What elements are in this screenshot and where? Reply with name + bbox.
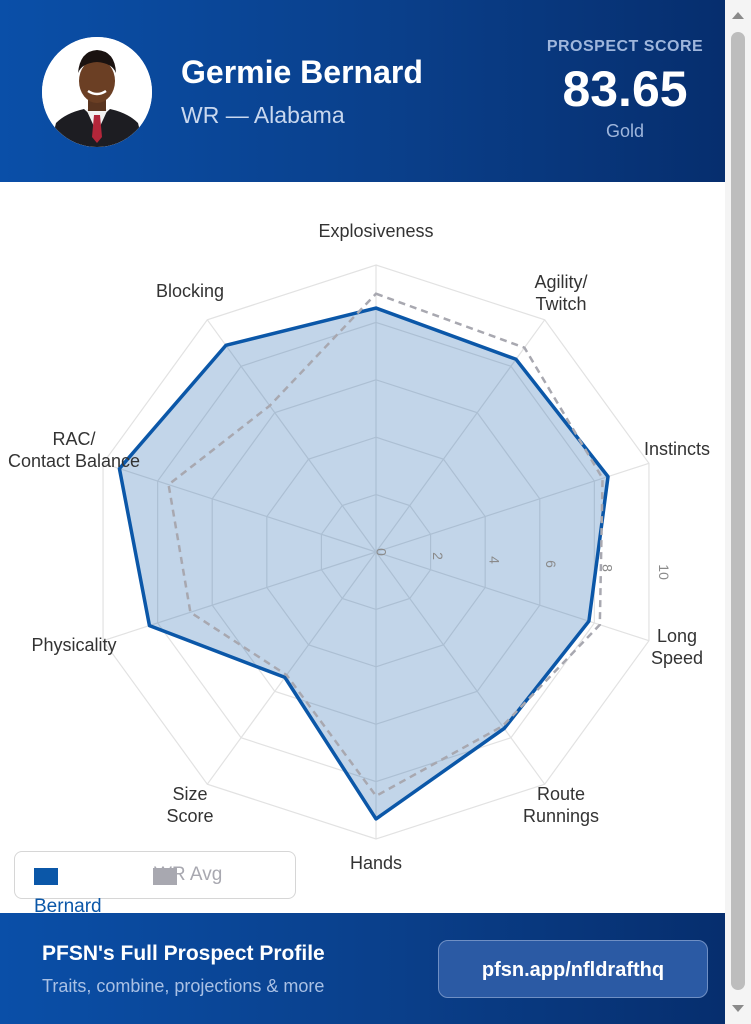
radial-tick-label: 10: [656, 564, 672, 580]
radar-chart: 0 2 4 6 8 10 Explosiveness Agility/Twitch Insti…: [8, 221, 710, 873]
radar-axis-labels: Explosiveness Agility/Twitch Instincts Long…: [8, 221, 710, 873]
radial-tick-label: 8: [599, 564, 615, 572]
grid-spoke: [102, 462, 377, 553]
radar-ticks: 0 2 4 6 8 10: [373, 548, 672, 580]
axis-label: Instincts: [644, 439, 710, 459]
chart-legend: Bernard WR Avg: [14, 851, 296, 917]
axis-label: Agility/Twitch: [534, 272, 587, 314]
axis-label: Physicality: [31, 635, 116, 655]
scroll-thumb[interactable]: [731, 32, 745, 990]
score-label: PROSPECT SCORE: [546, 38, 704, 55]
legend-swatch-wr-avg: [153, 868, 177, 885]
grid-spoke: [375, 551, 650, 642]
axis-label: Long Speed: [651, 626, 703, 668]
radial-tick-label: 2: [430, 552, 446, 560]
grid-spoke: [375, 462, 650, 553]
legend-swatch-bernard: [34, 868, 58, 885]
scroll-down-arrow-icon[interactable]: [725, 1002, 751, 1016]
score-value: 83.65: [562, 61, 688, 117]
legend-label-wr-avg: WR Avg: [154, 864, 223, 885]
scroll-up-arrow-icon[interactable]: [725, 8, 751, 22]
grid-spoke: [206, 319, 377, 553]
axis-label: RAC/Contact Balance: [8, 429, 140, 471]
axis-label: Size Score: [166, 784, 213, 826]
axis-label: Route Runnings: [523, 784, 599, 826]
grid-spoke: [206, 551, 377, 785]
axis-label: Explosiveness: [318, 221, 433, 241]
header: Germie Bernard WR — Alabama PROSPECT SCO…: [0, 0, 725, 182]
footer-title: PFSN's Full Prospect Profile: [42, 942, 325, 965]
footer-subtitle: Traits, combine, projections & more: [42, 976, 325, 996]
radial-tick-label: 6: [543, 560, 559, 568]
axis-label: Hands: [350, 853, 402, 873]
radial-tick-label: 0: [373, 548, 389, 556]
legend-label-bernard: Bernard: [34, 896, 102, 917]
grid-spoke: [375, 551, 546, 785]
prospect-score: PROSPECT SCORE 83.65 Gold: [524, 34, 725, 144]
footer-banner: PFSN's Full Prospect Profile Traits, com…: [0, 913, 725, 1024]
radar-series: [117, 292, 610, 821]
avatar: [42, 37, 152, 147]
player-position-school: WR — Alabama: [181, 102, 345, 128]
prospect-card: Germie Bernard WR — Alabama PROSPECT SCO…: [0, 0, 725, 1024]
profile-link-button[interactable]: pfsn.app/nfldrafthq: [438, 940, 708, 998]
series-wr-avg-line: [167, 292, 604, 798]
radial-tick-label: 4: [486, 556, 502, 564]
axis-label: Blocking: [156, 281, 224, 301]
series-bernard-area: [117, 306, 610, 821]
score-tier: Gold: [605, 121, 645, 141]
player-photo-icon: [42, 37, 152, 147]
scrollbar[interactable]: [725, 0, 751, 1024]
player-name: Germie Bernard: [181, 54, 423, 90]
